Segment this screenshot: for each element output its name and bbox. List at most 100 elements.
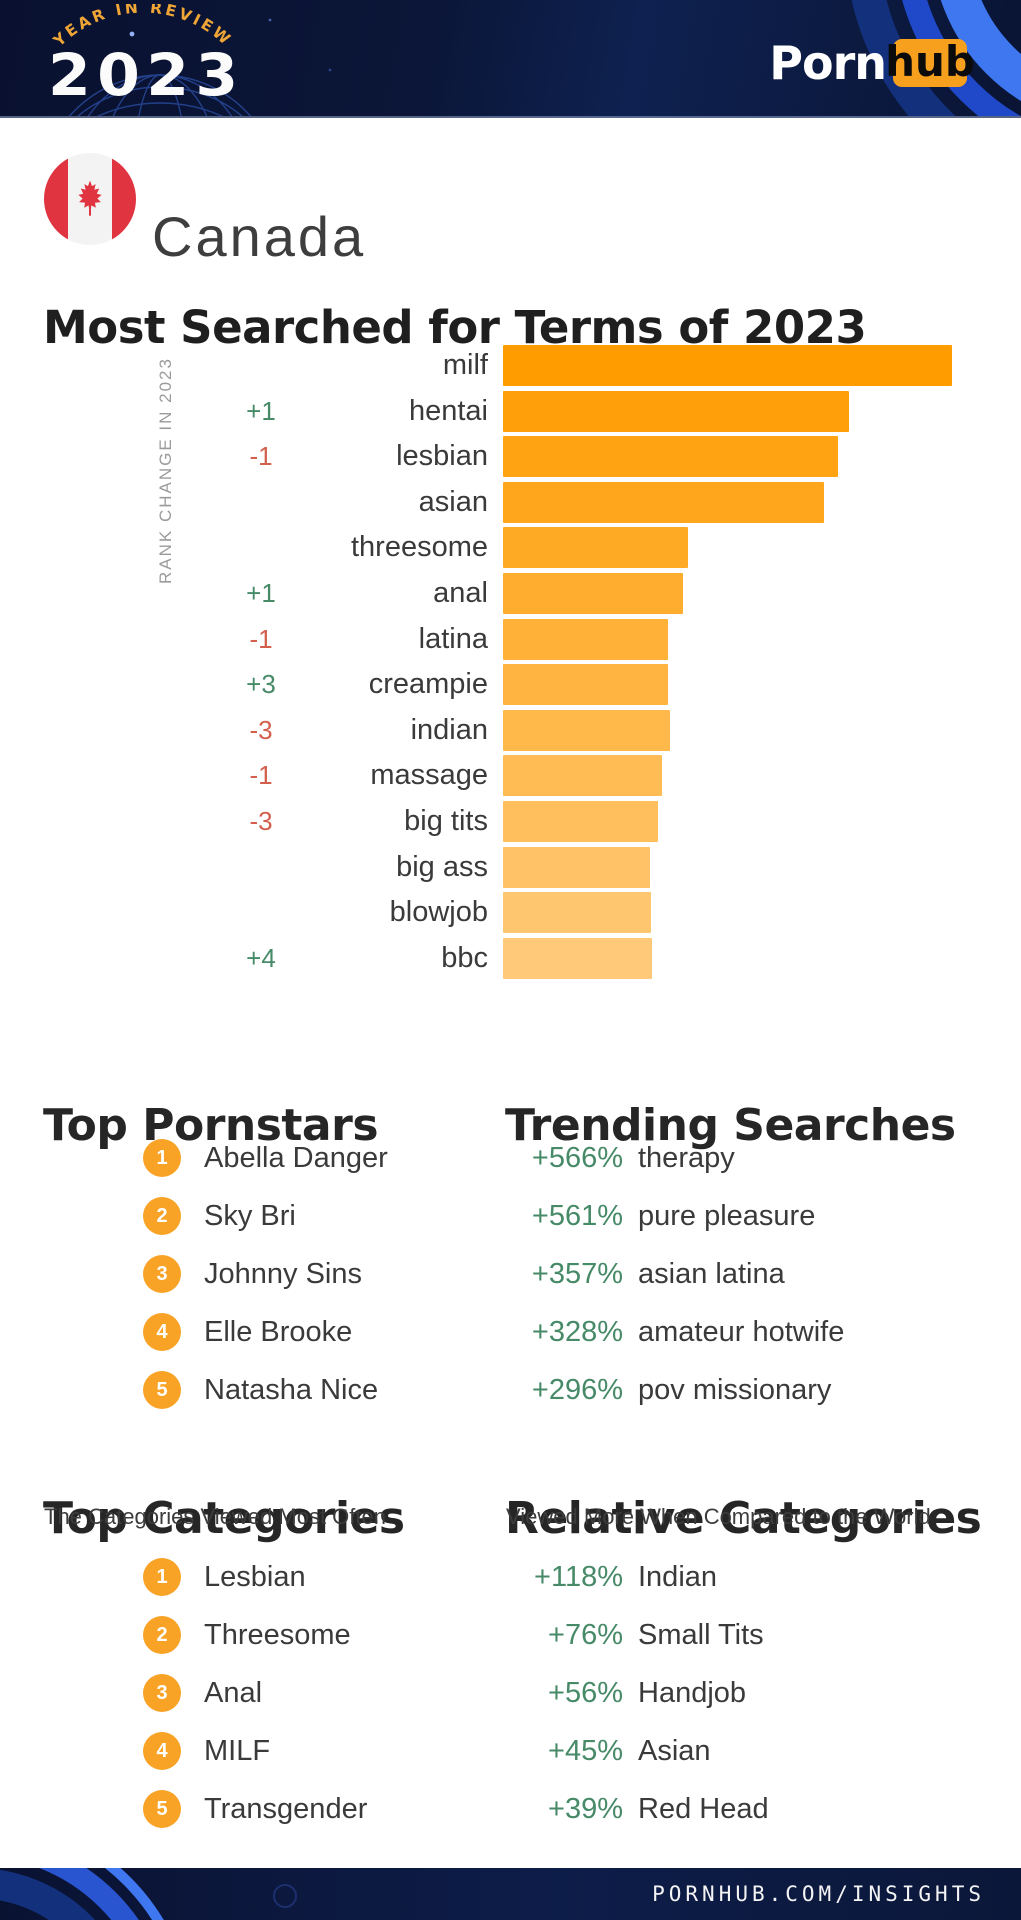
list-item-name: Natasha Nice	[204, 1373, 379, 1406]
list-item-name: pure pleasure	[638, 1199, 816, 1232]
top-categories-list: 1 Lesbian 2 Threesome 3 Anal 4 MILF 5 Transgender	[43, 1558, 367, 1848]
rank-change: -1	[249, 623, 273, 654]
chart-row: +1 hentai	[0, 390, 952, 432]
list-item: 4 MILF	[43, 1732, 367, 1770]
list-item: 5 Natasha Nice	[43, 1371, 388, 1409]
rank-badge: 5	[143, 1790, 181, 1828]
list-item: +561% pure pleasure	[505, 1197, 844, 1235]
chart-row: blowjob	[0, 892, 952, 934]
list-item-name: Abella Danger	[204, 1141, 388, 1174]
chart-row: asian	[0, 481, 952, 523]
bar	[503, 892, 652, 934]
bar	[503, 800, 658, 842]
percent-change: +118%	[534, 1560, 623, 1593]
list-item: +357% asian latina	[505, 1255, 844, 1293]
list-item: +39% Red Head	[505, 1790, 769, 1828]
bar	[503, 390, 849, 432]
list-item-name: Small Tits	[638, 1618, 764, 1651]
list-item: 2 Sky Bri	[43, 1197, 388, 1235]
bar-label: threesome	[350, 531, 488, 564]
rank-badge: 2	[143, 1197, 181, 1235]
rank-change: -3	[249, 805, 273, 836]
list-item-name: pov missionary	[638, 1373, 832, 1406]
list-item: 3 Anal	[43, 1674, 367, 1712]
list-item: +566% therapy	[505, 1139, 844, 1177]
percent-change: +296%	[531, 1373, 623, 1406]
list-item: 2 Threesome	[43, 1616, 367, 1654]
trending-searches-title: Trending Searches	[505, 1100, 956, 1151]
footer-banner: PORNHUB.COM/INSIGHTS	[0, 1868, 1021, 1920]
bar	[503, 618, 669, 660]
list-item: 4 Elle Brooke	[43, 1313, 388, 1351]
list-item-name: asian latina	[638, 1257, 785, 1290]
rank-badge: 1	[143, 1558, 181, 1596]
relative-categories-subtitle: Viewed More When Compared to the World	[506, 1504, 931, 1529]
list-item-name: Transgender	[204, 1792, 368, 1825]
list-item-name: Lesbian	[204, 1560, 306, 1593]
chart-row: -1 lesbian	[0, 436, 952, 478]
percent-change: +45%	[548, 1734, 623, 1767]
bar	[503, 527, 688, 569]
bar	[503, 937, 653, 979]
bar	[503, 436, 838, 478]
pornhub-logo-hub: hub	[885, 37, 975, 87]
chart-row: big ass	[0, 846, 952, 888]
list-item-name: Indian	[638, 1560, 718, 1593]
chart-row: +3 creampie	[0, 664, 952, 706]
list-item: +328% amateur hotwife	[505, 1313, 844, 1351]
pornhub-logo[interactable]: Porn hub	[769, 36, 975, 90]
globe-wireframe-graphic	[68, 18, 332, 116]
list-item: +118% Indian	[505, 1558, 769, 1596]
percent-change: +561%	[531, 1199, 623, 1232]
country-name: Canada	[152, 205, 367, 269]
top-pornstars-title: Top Pornstars	[43, 1100, 379, 1151]
list-item-name: Johnny Sins	[204, 1257, 362, 1290]
bar-label: massage	[370, 759, 488, 792]
list-item: 3 Johnny Sins	[43, 1255, 388, 1293]
top-categories-subtitle: The Categories Viewed Most Often	[44, 1504, 386, 1529]
top-pornstars-list: 1 Abella Danger 2 Sky Bri 3 Johnny Sins 4 Elle …	[43, 1139, 388, 1429]
rank-badge: 2	[143, 1616, 181, 1654]
bar	[503, 755, 662, 797]
footer-corner-arcs	[0, 1868, 297, 1920]
bar-label: big ass	[396, 850, 488, 883]
chart-row: -3 indian	[0, 709, 952, 751]
bar-label: indian	[410, 713, 488, 746]
list-item-name: Threesome	[204, 1618, 351, 1651]
list-item: +56% Handjob	[505, 1674, 769, 1712]
bar-label: asian	[418, 485, 488, 518]
rank-badge: 3	[143, 1674, 181, 1712]
chart-row: +1 anal	[0, 572, 952, 614]
rank-change: +1	[246, 395, 276, 426]
bar	[503, 846, 651, 888]
percent-change: +76%	[548, 1618, 623, 1651]
bar	[503, 572, 683, 614]
bar-label: bbc	[441, 941, 488, 974]
list-item-name: Anal	[204, 1676, 263, 1709]
trending-searches-list: +566% therapy +561% pure pleasure +357% asian…	[505, 1139, 844, 1429]
percent-change: +357%	[531, 1257, 623, 1290]
percent-change: +56%	[548, 1676, 623, 1709]
chart-row: -1 latina	[0, 618, 952, 660]
list-item: 5 Transgender	[43, 1790, 367, 1828]
list-item: +296% pov missionary	[505, 1371, 844, 1409]
bar	[503, 709, 671, 751]
list-item-name: Sky Bri	[204, 1199, 296, 1232]
bar-label: milf	[442, 349, 488, 381]
rank-change: +1	[246, 577, 276, 608]
bar	[503, 345, 952, 386]
chart-rows: milf +1 hentai -1 lesbian asian threesome +1 ana…	[0, 345, 952, 983]
rank-change: +3	[246, 669, 276, 700]
list-item-name: therapy	[638, 1141, 735, 1174]
rank-change: -3	[249, 714, 273, 745]
pornhub-logo-porn: Porn	[769, 36, 887, 90]
footer-url[interactable]: PORNHUB.COM/INSIGHTS	[652, 1882, 985, 1906]
chart-row: threesome	[0, 527, 952, 569]
percent-change: +566%	[531, 1141, 623, 1174]
list-item: 1 Lesbian	[43, 1558, 367, 1596]
canada-flag-icon	[44, 153, 136, 245]
maple-leaf-icon	[78, 180, 102, 216]
rank-badge: 3	[143, 1255, 181, 1293]
year-text: 2023	[48, 41, 245, 109]
